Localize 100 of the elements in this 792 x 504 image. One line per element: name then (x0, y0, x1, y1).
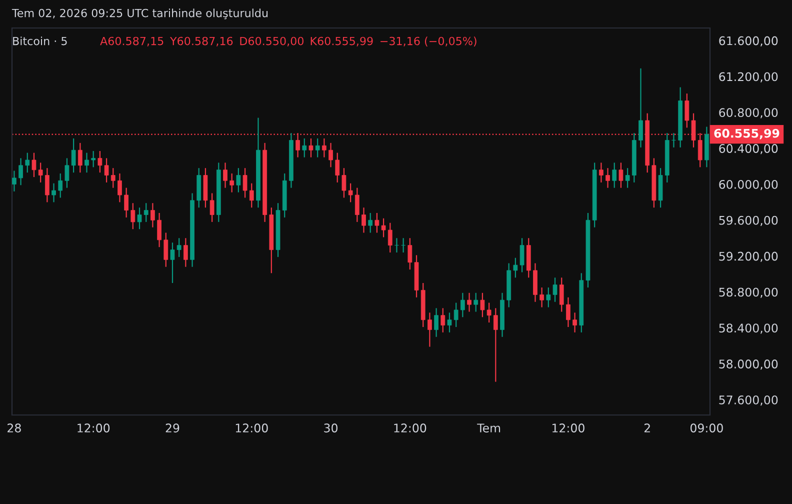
candlestick (64, 158, 70, 188)
text: Tem 02, 2026 09:25 UTC tarihinde oluşturuldu (12, 8, 268, 20)
y-tick-label: 58.800,00 (719, 288, 778, 298)
y-tick-label: 61.600,00 (719, 36, 778, 46)
candlestick (176, 238, 182, 258)
candlestick (467, 292, 472, 312)
candlestick (328, 142, 333, 168)
candlestick (408, 238, 412, 270)
candlestick (546, 286, 551, 308)
candlestick (124, 187, 129, 218)
ref-line-label: 60.555,99 (714, 128, 780, 140)
candlestick (335, 152, 340, 183)
y-tick-label: 60.800,00 (719, 108, 778, 118)
candlestick (52, 182, 56, 203)
y-tick-label: 60.000,00 (719, 180, 778, 190)
candlestick (18, 158, 23, 186)
candlestick (78, 142, 82, 174)
candlestick (434, 308, 438, 338)
candlestick (342, 168, 346, 198)
y-tick-label: 59.200,00 (719, 252, 778, 262)
candlestick (460, 292, 465, 318)
x-tick-label: 09:00 (690, 424, 723, 432)
x-tick-label: 2 (644, 424, 650, 432)
candlestick (12, 170, 16, 192)
candlestick (110, 168, 116, 188)
candlestick (71, 138, 76, 174)
candlestick (572, 312, 577, 333)
candlestick (150, 202, 155, 228)
x-tick-label: 29 (166, 424, 180, 432)
candlestick (440, 308, 446, 333)
candlestick (598, 162, 604, 183)
candlestick (362, 207, 366, 234)
x-tick-label: 12:00 (394, 424, 426, 432)
candlestick (625, 168, 630, 188)
candlestick (170, 242, 175, 284)
candlestick (388, 222, 392, 254)
candlestick (684, 92, 690, 128)
candlestick (84, 152, 89, 174)
candlestick (249, 182, 254, 208)
annotation: D60.550,00 (240, 36, 304, 46)
candlestick (98, 150, 102, 174)
y-tick-label: 60.400,00 (719, 144, 778, 154)
candlestick (308, 138, 314, 158)
x-tick-label: 28 (8, 424, 21, 432)
candlestick (118, 172, 122, 203)
candlestick (493, 308, 498, 382)
candlestick (513, 257, 518, 278)
candlestick (302, 138, 307, 158)
candlestick (322, 138, 326, 158)
y-tick-label: 58.400,00 (719, 324, 778, 334)
x-tick-label: 12:00 (236, 424, 268, 432)
candlestick (486, 302, 492, 324)
candlestick (638, 68, 643, 148)
candlestick (394, 238, 399, 254)
candlestick (612, 162, 617, 188)
candlestick (137, 207, 142, 230)
x-tick-label: 30 (324, 424, 338, 432)
candlestick (236, 168, 241, 193)
candlestick (447, 312, 452, 333)
candlestick (428, 312, 432, 348)
candlestick (552, 277, 558, 302)
annotation: Y60.587,16 (170, 36, 233, 46)
x-tick-label: 12:00 (78, 424, 110, 432)
candlestick (25, 152, 30, 174)
candlestick (315, 138, 320, 158)
candlestick (566, 296, 570, 328)
candlestick (58, 172, 63, 198)
candlestick (480, 292, 485, 318)
candlestick (164, 232, 168, 268)
candlestick (44, 168, 50, 203)
candlestick (474, 292, 478, 312)
candlestick (374, 212, 380, 234)
candlestick (144, 202, 148, 223)
candlestick (540, 286, 544, 308)
candlestick (210, 192, 214, 223)
annotation: −31,16 (−0,05%) (380, 36, 476, 47)
candlestick (401, 238, 406, 254)
x-tick-label: Tem (477, 424, 500, 432)
candlestick (520, 238, 524, 273)
candlestick (454, 302, 458, 328)
y-tick-label: 57.600,00 (719, 395, 778, 406)
candlestick (618, 162, 624, 188)
annotation: A60.587,15 (100, 36, 164, 46)
candlestick (672, 132, 676, 148)
candlestick (38, 162, 43, 183)
candlestick (157, 212, 162, 248)
candlestick (223, 162, 228, 188)
candlestick (230, 172, 234, 193)
candlestick (130, 202, 136, 230)
candlestick (32, 152, 36, 178)
candlestick (91, 150, 96, 168)
candlestick (368, 212, 373, 234)
candlestick (242, 168, 248, 198)
candlestick (104, 158, 109, 183)
annotation: K60.555,99 (310, 36, 373, 46)
y-tick-label: 61.200,00 (719, 72, 778, 82)
y-tick-label: 58.000,00 (719, 360, 778, 370)
x-tick-label: 12:00 (552, 424, 584, 432)
candlestick (381, 218, 386, 238)
candlestick (183, 238, 188, 268)
